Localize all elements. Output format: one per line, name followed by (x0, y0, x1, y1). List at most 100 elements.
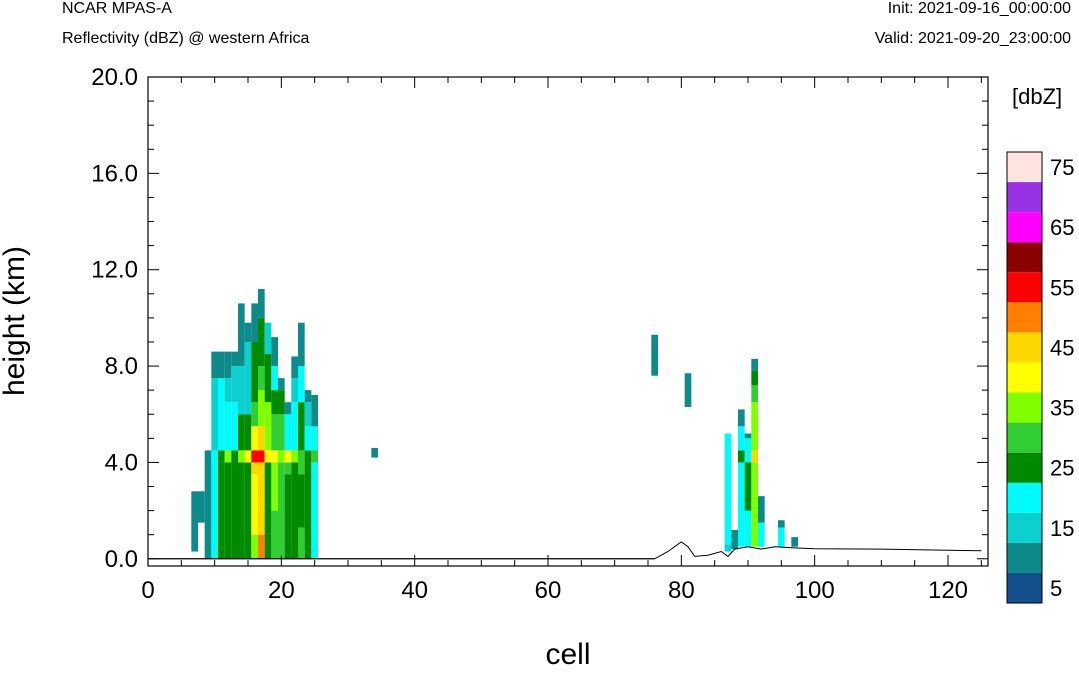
heatmap-cell (238, 303, 245, 367)
heatmap-cell (251, 474, 258, 535)
colorbar-bin (1007, 362, 1042, 393)
colorbar-bin (1007, 302, 1042, 333)
colorbar-bin (1007, 182, 1042, 213)
heatmap-cell (284, 450, 292, 463)
heatmap-cell (751, 462, 758, 511)
axis-ticks (147, 76, 988, 566)
heatmap-cell (218, 351, 225, 379)
valid-time: Valid: 2021-09-20_23:00:00 (874, 30, 1071, 47)
model-title: NCAR MPAS-A (62, 0, 172, 17)
heatmap-cell (751, 510, 758, 547)
heatmap-cell (264, 462, 272, 559)
heatmap-cell (211, 351, 218, 379)
init-time: Init: 2021-09-16_00:00:00 (887, 0, 1071, 17)
heatmap-cell (218, 450, 225, 463)
heatmap-cell (291, 450, 298, 463)
heatmap-cell (778, 527, 785, 547)
heatmap-cell (298, 402, 305, 451)
colorbar-bin (1007, 572, 1042, 603)
heatmap-cell (244, 341, 252, 415)
heatmap-cell (271, 462, 278, 511)
heatmap-cell (731, 529, 738, 550)
heatmap-cell (751, 450, 758, 463)
y-tick-label: 4.0 (105, 449, 138, 476)
x-tick-label: 80 (668, 577, 695, 604)
heatmap-cell (738, 462, 745, 547)
heatmap-cell (738, 450, 745, 463)
heatmap-cell (298, 450, 305, 475)
heatmap-cell (278, 414, 285, 451)
heatmap-cell (751, 358, 758, 371)
heatmap-cell (758, 496, 765, 523)
terrain-line (148, 541, 982, 560)
heatmap-cell (291, 462, 298, 559)
heatmap-cell (218, 378, 225, 451)
colorbar-label: 45 (1050, 335, 1074, 360)
heatmap-cell (238, 414, 245, 451)
heatmap-cell (304, 426, 312, 451)
heatmap-cell (291, 378, 298, 403)
heatmap-cell (244, 462, 252, 559)
heatmap-cell (284, 402, 292, 415)
heatmap-cell (311, 394, 318, 427)
heatmap-cell (258, 366, 265, 391)
heatmap-cell (224, 378, 232, 403)
chart-subtitle: Reflectivity (dBZ) @ western Africa (62, 30, 310, 47)
heatmap-cell (224, 351, 232, 379)
heatmap-cell (251, 402, 258, 427)
colorbar-bin (1007, 242, 1042, 273)
heatmap-cell (258, 462, 265, 535)
y-tick-label: 8.0 (105, 353, 138, 380)
heatmap-cell (238, 450, 245, 463)
heatmap-cell (778, 520, 785, 528)
heatmap-cell (258, 317, 265, 367)
heatmap-cell (198, 491, 205, 523)
heatmap-cell (271, 414, 278, 451)
heatmap-cell (224, 402, 232, 451)
heatmap-cell (264, 450, 272, 463)
heatmap-cell (191, 491, 198, 552)
y-tick-label: 20.0 (91, 64, 138, 91)
colorbar-label: 5 (1050, 576, 1062, 601)
heatmap-cell (651, 334, 658, 376)
heatmap-cell (304, 390, 312, 403)
heatmap-cell (231, 351, 238, 367)
heatmap-cell (724, 433, 732, 545)
colorbar-bin (1007, 422, 1042, 453)
heatmap-cell (258, 426, 265, 451)
x-axis-title: cell (545, 638, 590, 671)
y-axis-title: height (km) (0, 246, 31, 396)
heatmap-cell (684, 373, 692, 408)
x-tick-label: 20 (268, 577, 295, 604)
colorbar-label: 65 (1050, 215, 1074, 240)
x-tick-label: 100 (795, 577, 835, 604)
heatmap-cell (224, 462, 232, 559)
colorbar-unit: [dbZ] (1012, 84, 1062, 109)
heatmap-cell (244, 322, 252, 342)
colorbar-bin (1007, 332, 1042, 363)
heatmap-cell (724, 544, 732, 552)
heatmap-cell (271, 366, 278, 391)
heatmap-cell (791, 537, 798, 547)
heatmap-cell (251, 534, 258, 559)
colorbar-bin (1007, 452, 1042, 483)
heatmap-cell (238, 462, 245, 559)
plot-frame (147, 76, 989, 567)
colorbar-bin (1007, 512, 1042, 543)
y-tick-label: 12.0 (91, 257, 138, 284)
heatmap-cell (298, 527, 305, 559)
colorbar-bin (1007, 152, 1042, 183)
x-tick-label: 120 (928, 577, 968, 604)
heatmap-cell (258, 288, 265, 318)
heatmap-cell (264, 322, 272, 355)
heatmap-cell (744, 510, 752, 547)
heatmap-cell (758, 522, 765, 547)
y-tick-labels: 0.0 4.0 8.0 12.0 16.0 20.0 (91, 64, 138, 573)
heatmap-cell (311, 462, 318, 559)
heatmap-cell (298, 322, 305, 367)
heatmap-cell (271, 510, 278, 559)
heatmap-cell (211, 450, 218, 559)
colorbar-bin (1007, 392, 1042, 423)
heatmap-cell (738, 426, 745, 451)
heatmap-cell (251, 462, 258, 475)
